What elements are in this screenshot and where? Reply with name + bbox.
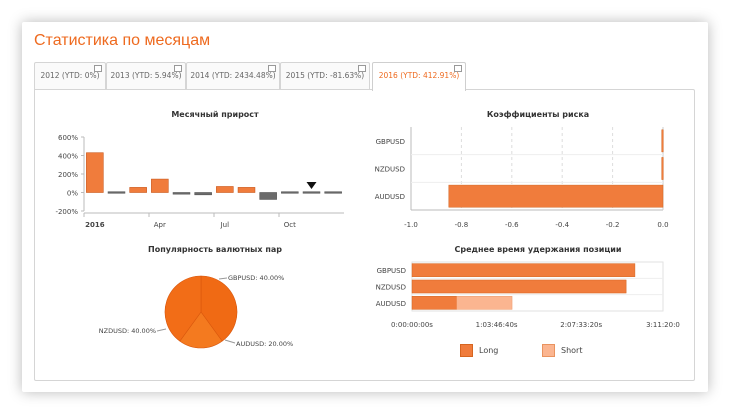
- category-label: AUDUSD: [375, 193, 405, 201]
- tab-menu-icon[interactable]: [454, 65, 462, 72]
- y-tick-label: 600%: [58, 134, 78, 142]
- legend-short-label: Short: [561, 346, 583, 355]
- bar-month-7: [216, 186, 234, 193]
- y-tick-label: 400%: [58, 153, 78, 161]
- tab-2015[interactable]: 2015 (YTD: -81.63%): [280, 62, 370, 89]
- x-tick-label: 0:00:00:00s: [391, 321, 433, 329]
- bar-month-12: [324, 191, 342, 194]
- category-label: GBPUSD: [377, 267, 406, 275]
- pie-slice-2: [179, 311, 223, 349]
- long-bar-gbpusd: [411, 263, 636, 277]
- risk-chart-title: Коэффициенты риска: [486, 110, 590, 119]
- x-tick-label: 2:07:33:20s: [560, 321, 602, 329]
- x-tick-label: -0.2: [606, 221, 620, 229]
- tab-menu-icon[interactable]: [94, 65, 102, 72]
- risk-bar-gbpusd: [661, 129, 664, 153]
- x-tick-label: Apr: [154, 221, 166, 229]
- tab-2014[interactable]: 2014 (YTD: 2434.48%): [186, 62, 280, 89]
- legend-long[interactable]: Long: [460, 344, 498, 357]
- x-tick-label: -0.6: [505, 221, 519, 229]
- pie-label-audusd: AUDUSD: 20.00%: [236, 340, 293, 348]
- short-bar-audusd: [456, 296, 513, 310]
- popularity-chart-title: Популярность валютных пар: [148, 245, 282, 254]
- x-tick-label: 1:03:46:40s: [476, 321, 518, 329]
- bar-month-9: [259, 192, 277, 200]
- bar-month-3: [129, 187, 147, 193]
- pie-slice-3: [164, 275, 202, 342]
- bar-month-4: [151, 178, 169, 193]
- bar-month-1: [86, 152, 104, 193]
- long-bar-audusd: [411, 296, 458, 310]
- bar-month-6: [194, 192, 212, 196]
- pie-slice-1: [200, 275, 238, 342]
- bar-month-8: [237, 187, 256, 193]
- x-tick-label: Jul: [220, 221, 230, 229]
- hold-chart-title: Среднее время удержания позиции: [454, 245, 622, 254]
- tab-menu-icon[interactable]: [174, 65, 182, 72]
- category-label: NZDUSD: [376, 284, 406, 292]
- y-tick-label: -200%: [55, 208, 78, 216]
- x-tick-label: 0.0: [657, 221, 668, 229]
- bar-month-2: [107, 191, 126, 194]
- x-tick-label: 3:11:20:0: [646, 321, 680, 329]
- pie-connector: [224, 339, 236, 344]
- tab-2013[interactable]: 2013 (YTD: 5.94%): [106, 62, 186, 89]
- y-tick-label: 0%: [67, 190, 78, 198]
- tab-menu-icon[interactable]: [358, 65, 366, 72]
- navigator-marker-icon: [306, 182, 317, 189]
- risk-bar-audusd: [448, 184, 664, 208]
- bar-month-10: [281, 191, 299, 194]
- pie-label-nzdusd: NZDUSD: 40.00%: [99, 327, 156, 335]
- y-tick-label: 200%: [58, 171, 78, 179]
- category-label: GBPUSD: [376, 138, 405, 146]
- x-tick-label: Oct: [284, 221, 296, 229]
- x-tick-label: 2016: [85, 221, 105, 229]
- tab-2016[interactable]: 2016 (YTD: 412.91%): [372, 62, 466, 91]
- page-title: Статистика по месяцам: [34, 32, 211, 49]
- tab-2012[interactable]: 2012 (YTD: 0%): [34, 62, 106, 89]
- long-swatch: [460, 344, 473, 357]
- tab-panel: [34, 89, 695, 381]
- category-label: AUDUSD: [376, 300, 406, 308]
- legend-short[interactable]: Short: [542, 344, 582, 357]
- risk-bar-nzdusd: [661, 157, 664, 180]
- monthly-chart-title: Месячный прирост: [171, 110, 259, 119]
- pie-label-gbpusd: GBPUSD: 40.00%: [228, 274, 284, 282]
- category-label: NZDUSD: [375, 166, 405, 174]
- x-tick-label: -1.0: [404, 221, 418, 229]
- bar-month-11: [302, 191, 321, 194]
- x-tick-label: -0.8: [455, 221, 469, 229]
- legend-long-label: Long: [479, 346, 499, 355]
- x-tick-label: -0.4: [555, 221, 569, 229]
- tab-menu-icon[interactable]: [268, 65, 276, 72]
- short-swatch: [542, 344, 555, 357]
- long-bar-nzdusd: [411, 279, 627, 294]
- pie-connector: [156, 328, 167, 332]
- pie-connector: [218, 277, 228, 280]
- bar-month-5: [172, 192, 191, 195]
